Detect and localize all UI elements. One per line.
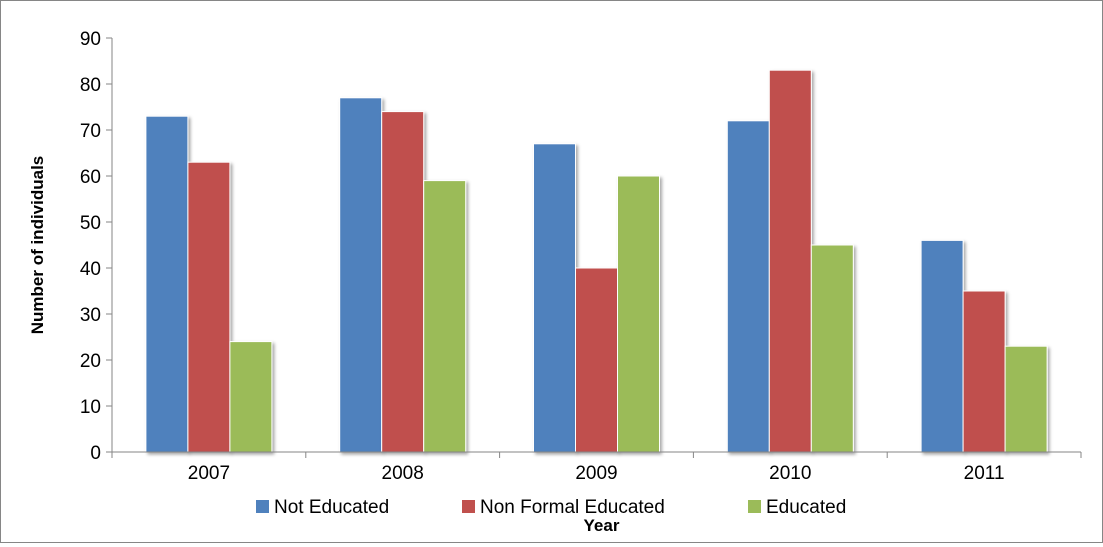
bar-non-formal-educated-2011 xyxy=(962,290,1006,453)
x-tick-label: 2007 xyxy=(188,463,230,484)
y-tick-label: 60 xyxy=(80,167,101,188)
y-tick-label: 0 xyxy=(90,443,101,464)
y-tick-label: 90 xyxy=(80,29,101,50)
y-tick-label: 40 xyxy=(80,259,101,280)
x-axis-title: Year xyxy=(584,516,620,535)
x-tick-label: 2010 xyxy=(769,463,811,484)
bar-not-educated-2010 xyxy=(726,120,770,453)
legend-label: Not Educated xyxy=(274,497,389,518)
legend-label: Educated xyxy=(766,497,846,518)
bar-non-formal-educated-2007 xyxy=(187,161,231,453)
y-axis-title: Number of individuals xyxy=(28,156,47,335)
bar-not-educated-2007 xyxy=(145,115,189,453)
x-axis-ticks: 2007 2008 2009 2010 2011 xyxy=(111,452,1082,484)
bar-non-formal-educated-2009 xyxy=(575,267,618,453)
y-axis-ticks: 0 10 20 30 40 50 60 70 80 90 xyxy=(80,29,112,464)
bars-group xyxy=(145,69,1048,453)
bar-not-educated-2009 xyxy=(533,143,576,453)
y-tick-label: 20 xyxy=(80,351,101,372)
bar-non-formal-educated-2008 xyxy=(381,111,425,453)
y-tick-label: 30 xyxy=(80,305,101,326)
bar-not-educated-2008 xyxy=(339,97,383,453)
legend-swatch xyxy=(748,500,761,513)
y-tick-label: 70 xyxy=(80,121,101,142)
bar-educated-2009 xyxy=(617,175,660,453)
x-tick-label: 2011 xyxy=(964,463,1005,484)
bar-educated-2011 xyxy=(1004,345,1048,453)
legend-label: Non Formal Educated xyxy=(480,497,665,518)
y-tick-label: 50 xyxy=(80,213,101,234)
bar-non-formal-educated-2010 xyxy=(768,69,812,453)
x-tick-label: 2008 xyxy=(382,463,424,484)
legend-swatch xyxy=(256,500,269,513)
legend-swatch xyxy=(462,500,475,513)
bar-educated-2008 xyxy=(423,180,467,453)
bar-not-educated-2011 xyxy=(920,239,964,453)
legend: Not Educated Non Formal Educated Educated xyxy=(256,497,846,518)
y-tick-label: 80 xyxy=(80,75,101,96)
y-tick-label: 10 xyxy=(80,397,101,418)
bar-educated-2010 xyxy=(810,244,854,453)
x-tick-label: 2009 xyxy=(575,463,617,484)
bar-educated-2007 xyxy=(229,341,273,453)
